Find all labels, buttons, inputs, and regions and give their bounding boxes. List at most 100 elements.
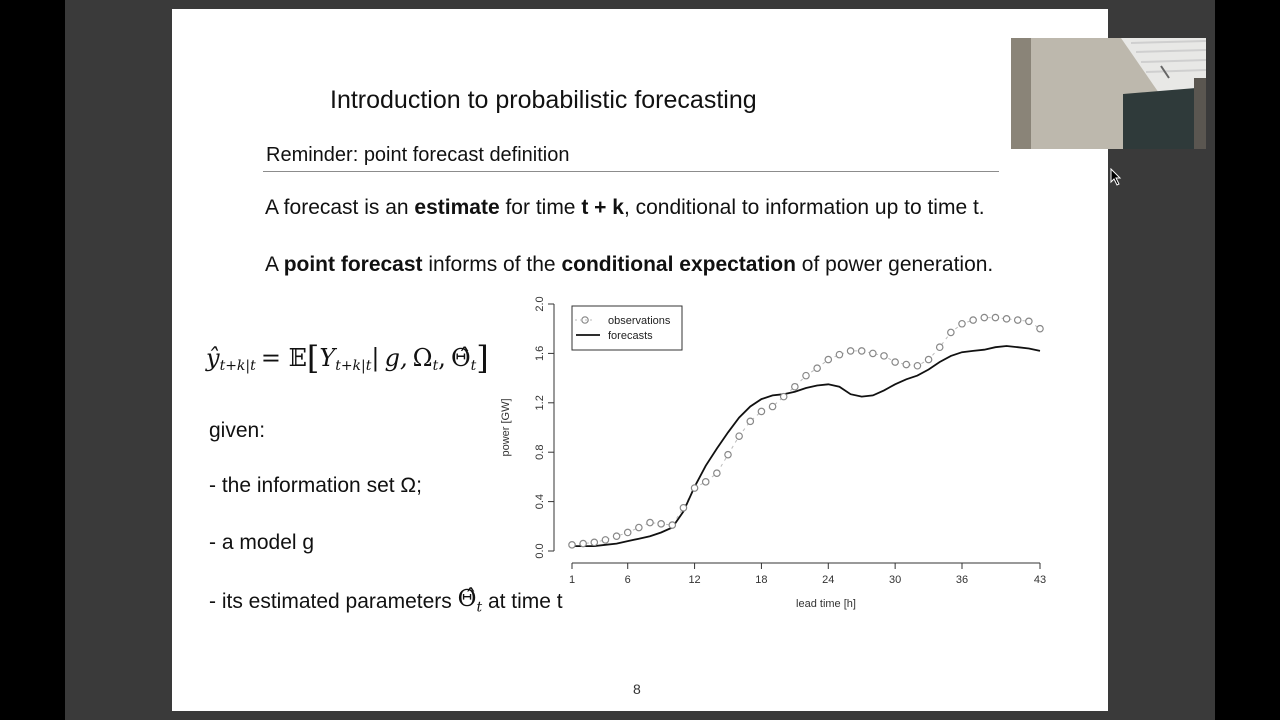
y-axis-label: power [GW] <box>500 398 512 456</box>
observation-point <box>969 316 977 324</box>
text-run: of power generation. <box>795 253 994 276</box>
theta-glyph: Θ̂ <box>457 586 477 612</box>
x-tick-label: 18 <box>755 574 767 586</box>
observation-point <box>935 343 944 352</box>
text-run: for time <box>499 196 582 219</box>
observation-point <box>735 432 743 440</box>
observation-point <box>768 402 777 411</box>
x-tick-label: 30 <box>889 574 901 586</box>
legend-box <box>571 305 683 351</box>
formula-Y-subscript: t+k|t <box>335 358 372 375</box>
observation-point <box>579 539 587 548</box>
observation-point <box>568 541 576 549</box>
forecasts-line <box>572 345 1041 548</box>
bold-conditional-expectation: conditional expectation <box>561 253 796 276</box>
observation-point <box>958 319 966 328</box>
formula-right-bracket: ] <box>476 339 489 377</box>
observation-point <box>635 523 643 532</box>
observation-point <box>690 484 699 492</box>
y-tick-label: 0.0 <box>534 543 546 558</box>
right-black-bar <box>1215 0 1280 720</box>
formula-theta-subscript: t <box>470 358 477 375</box>
observation-point <box>913 361 922 370</box>
x-tick-label: 6 <box>625 574 631 586</box>
text-run: , conditional to information up to time … <box>623 196 985 219</box>
text-run: informs of the <box>422 253 562 276</box>
formula-left-bracket: [ <box>306 339 320 377</box>
y-tick-label: 1.2 <box>534 395 546 410</box>
subtitle-divider <box>263 171 999 172</box>
y-tick-label: 2.0 <box>534 296 546 311</box>
observation-point <box>1036 324 1044 333</box>
observation-point <box>746 417 755 426</box>
formula-g: g, <box>384 344 408 372</box>
observation-point <box>980 313 989 322</box>
observation-point <box>779 392 788 401</box>
observation-point <box>902 360 911 369</box>
observation-point <box>857 347 866 355</box>
slide-title: Introduction to probabilistic forecastin… <box>330 86 757 114</box>
observation-point <box>1002 315 1011 323</box>
observation-point <box>1025 317 1033 326</box>
observation-point <box>757 407 766 416</box>
observation-point <box>791 382 799 391</box>
y-tick-label: 0.4 <box>534 494 546 509</box>
observation-point <box>657 520 665 528</box>
formula-y-subscript: t+k|t <box>219 358 256 375</box>
observation-point <box>590 538 599 547</box>
observation-point <box>991 313 1000 322</box>
bullet-information-set: - the information set Ω; <box>209 474 422 497</box>
expectation-formula: ŷt+k|t = 𝔼[Yt+k|t| g, Ωt, Θ̂t] <box>206 339 489 377</box>
observation-point <box>824 355 833 364</box>
observation-point <box>891 358 899 366</box>
slide <box>172 9 1108 711</box>
bold-t-plus-k: t + k <box>581 196 624 219</box>
observation-point <box>880 352 888 360</box>
x-tick-label: 24 <box>822 574 834 586</box>
page-number: 8 <box>633 681 641 697</box>
observation-point <box>869 349 877 358</box>
formula-bar: | <box>371 344 380 372</box>
point-forecast-text: A point forecast informs of the conditio… <box>265 253 993 277</box>
legend-observations-label: observations <box>608 315 671 327</box>
webcam-frame <box>1011 38 1206 149</box>
left-black-bar <box>0 0 65 720</box>
observation-point <box>924 355 933 364</box>
observation-point <box>724 450 732 459</box>
text-run: A forecast is an <box>265 196 415 219</box>
formula-yhat: ŷ <box>206 344 220 372</box>
bold-estimate: estimate <box>414 196 500 219</box>
observation-point <box>713 469 721 477</box>
power-forecast-chart: 0.0 0.4 0.8 1.2 1.6 2.0 1 6 12 18 24 30 36 43 lead tim… <box>500 296 1046 610</box>
bullet-model: - a model g <box>209 531 315 554</box>
formula-expectation: = 𝔼 <box>260 344 307 372</box>
formula-theta: Θ̂ <box>450 344 471 372</box>
bold-point-forecast: point forecast <box>283 253 423 276</box>
observation-point <box>668 521 677 529</box>
given-label: given: <box>209 419 266 442</box>
observation-point <box>623 528 632 537</box>
observation-point <box>802 371 810 380</box>
x-tick-label: 1 <box>569 574 575 586</box>
slide-subtitle: Reminder: point forecast definition <box>266 144 570 166</box>
y-tick-label: 0.8 <box>534 445 546 460</box>
bullet-parameters-text: - its estimated parameters <box>209 590 452 613</box>
x-tick-label: 12 <box>688 574 700 586</box>
x-tick-label: 36 <box>956 574 968 586</box>
formula-Y: Y <box>319 344 336 372</box>
observation-point <box>601 536 610 544</box>
mouse-cursor-icon <box>1110 168 1122 186</box>
x-tick-label: 43 <box>1034 574 1046 586</box>
webcam-video[interactable] <box>1011 38 1206 149</box>
observation-point <box>846 347 855 355</box>
observation-point <box>646 518 654 527</box>
observation-point <box>612 532 621 540</box>
formula-omega-subscript: t <box>432 358 439 375</box>
x-axis-label: lead time [h] <box>796 598 856 610</box>
observation-point <box>835 350 844 359</box>
text-run: A <box>265 253 284 276</box>
observation-point <box>947 328 955 337</box>
observation-point <box>679 503 688 512</box>
y-tick-label: 1.6 <box>534 346 546 361</box>
forecast-definition-text: A forecast is an estimate for time t + k… <box>265 196 985 220</box>
